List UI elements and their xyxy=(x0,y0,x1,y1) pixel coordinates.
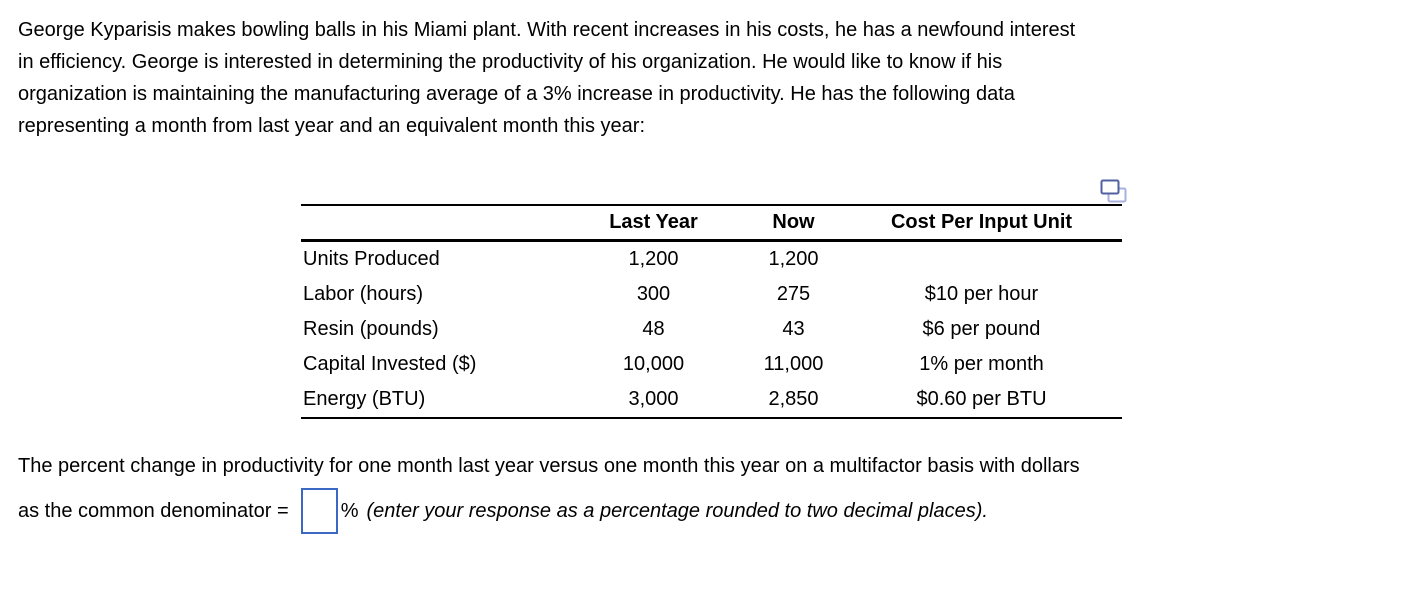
question-text-line1: The percent change in productivity for o… xyxy=(18,455,1080,477)
copy-icon-glyph xyxy=(1100,179,1127,203)
row-label: Units Produced xyxy=(303,248,440,270)
cell-last-year: 3,000 xyxy=(628,388,679,410)
question-answer-line: as the common denominator = % (enter you… xyxy=(18,487,988,535)
cell-now: 43 xyxy=(782,318,805,340)
col-header-last-year: Last Year xyxy=(609,211,698,233)
problem-text-line: organization is maintaining the manufact… xyxy=(18,83,1015,105)
row-label: Energy (BTU) xyxy=(303,388,426,410)
cell-now: 1,200 xyxy=(768,248,819,270)
row-label: Capital Invested ($) xyxy=(303,353,477,375)
question-text-prefix: as the common denominator = xyxy=(18,499,289,522)
cell-now: 2,850 xyxy=(768,388,819,410)
cell-last-year: 1,200 xyxy=(628,248,679,270)
cell-cost: 1% per month xyxy=(919,353,1044,375)
cell-cost: $10 per hour xyxy=(924,283,1039,305)
problem-statement: George Kyparisis makes bowling balls in … xyxy=(18,14,1075,142)
table-row: Capital Invested ($) 10,000 11,000 1% pe… xyxy=(301,347,1122,382)
row-label: Labor (hours) xyxy=(303,283,424,305)
percent-sign: % xyxy=(340,499,359,522)
answer-input[interactable] xyxy=(300,488,338,534)
col-header-now: Now xyxy=(772,211,815,233)
cell-last-year: 300 xyxy=(636,283,671,305)
table-row: Units Produced 1,200 1,200 xyxy=(301,242,1122,277)
col-header-cost: Cost Per Input Unit xyxy=(890,211,1073,233)
cell-now: 275 xyxy=(776,283,811,305)
table-row: Labor (hours) 300 275 $10 per hour xyxy=(301,277,1122,312)
cell-cost: $0.60 per BTU xyxy=(916,388,1047,410)
row-label: Resin (pounds) xyxy=(303,318,439,340)
table-row: Energy (BTU) 3,000 2,850 $0.60 per BTU xyxy=(301,382,1122,417)
cell-cost: $6 per pound xyxy=(922,318,1041,340)
problem-text-line: George Kyparisis makes bowling balls in … xyxy=(18,19,1076,41)
table-row: Resin (pounds) 48 43 $6 per pound xyxy=(301,312,1122,347)
copy-table-icon[interactable] xyxy=(1100,179,1127,203)
problem-text-line: in efficiency. George is interested in d… xyxy=(18,51,1003,73)
cell-last-year: 48 xyxy=(642,318,665,340)
cell-last-year: 10,000 xyxy=(622,353,685,375)
problem-text-line: representing a month from last year and … xyxy=(18,115,646,137)
answer-format-instruction: (enter your response as a percentage rou… xyxy=(366,499,988,522)
table-header-row: Last Year Now Cost Per Input Unit xyxy=(301,206,1122,242)
cell-now: 11,000 xyxy=(763,353,824,375)
data-table: Last Year Now Cost Per Input Unit Units … xyxy=(301,204,1122,419)
